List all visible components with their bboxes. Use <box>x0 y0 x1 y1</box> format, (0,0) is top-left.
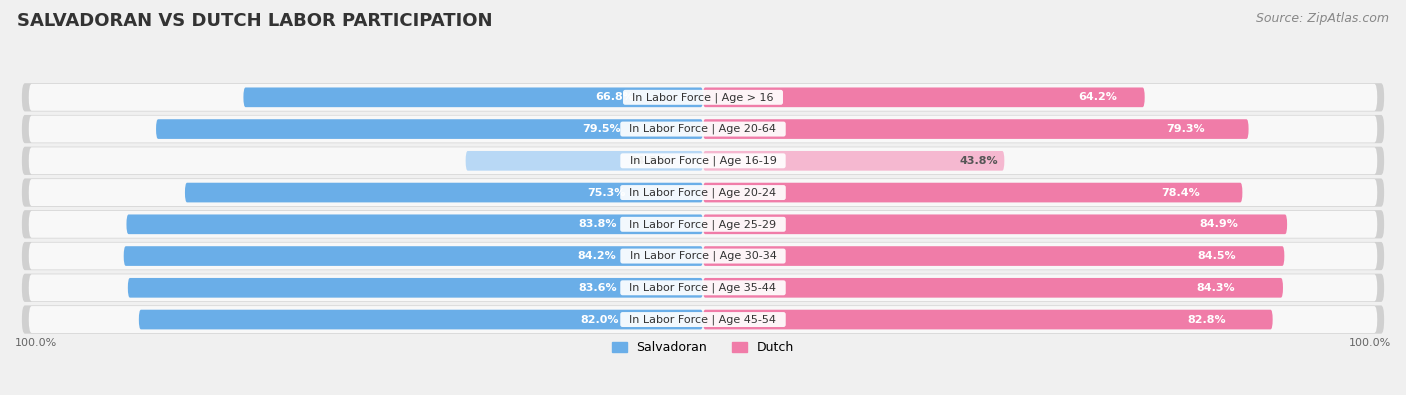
FancyBboxPatch shape <box>156 119 703 139</box>
FancyBboxPatch shape <box>28 179 1378 206</box>
FancyBboxPatch shape <box>703 87 1144 107</box>
Text: 64.2%: 64.2% <box>1078 92 1118 102</box>
FancyBboxPatch shape <box>703 246 1284 266</box>
FancyBboxPatch shape <box>22 305 1384 334</box>
Text: In Labor Force | Age 45-54: In Labor Force | Age 45-54 <box>623 314 783 325</box>
Text: SALVADORAN VS DUTCH LABOR PARTICIPATION: SALVADORAN VS DUTCH LABOR PARTICIPATION <box>17 12 492 30</box>
FancyBboxPatch shape <box>22 242 1384 270</box>
FancyBboxPatch shape <box>22 115 1384 143</box>
FancyBboxPatch shape <box>127 214 703 234</box>
Text: 75.3%: 75.3% <box>586 188 626 198</box>
Text: 66.8%: 66.8% <box>595 92 634 102</box>
Text: 78.4%: 78.4% <box>1161 188 1201 198</box>
Text: 82.0%: 82.0% <box>579 314 619 325</box>
Text: In Labor Force | Age 20-64: In Labor Force | Age 20-64 <box>623 124 783 134</box>
Text: 79.3%: 79.3% <box>1167 124 1205 134</box>
Legend: Salvadoran, Dutch: Salvadoran, Dutch <box>606 337 800 359</box>
FancyBboxPatch shape <box>28 147 1378 174</box>
FancyBboxPatch shape <box>703 151 1004 171</box>
Text: Source: ZipAtlas.com: Source: ZipAtlas.com <box>1256 12 1389 25</box>
FancyBboxPatch shape <box>28 116 1378 143</box>
Text: 100.0%: 100.0% <box>1348 339 1391 348</box>
Text: 84.9%: 84.9% <box>1199 219 1239 229</box>
FancyBboxPatch shape <box>22 179 1384 207</box>
Text: 84.5%: 84.5% <box>1197 251 1236 261</box>
Text: In Labor Force | Age > 16: In Labor Force | Age > 16 <box>626 92 780 103</box>
FancyBboxPatch shape <box>703 183 1243 202</box>
FancyBboxPatch shape <box>22 83 1384 111</box>
FancyBboxPatch shape <box>28 211 1378 238</box>
FancyBboxPatch shape <box>22 147 1384 175</box>
Text: 79.5%: 79.5% <box>582 124 621 134</box>
Text: 34.5%: 34.5% <box>628 156 668 166</box>
Text: 43.8%: 43.8% <box>959 156 998 166</box>
FancyBboxPatch shape <box>128 278 703 298</box>
FancyBboxPatch shape <box>124 246 703 266</box>
FancyBboxPatch shape <box>22 210 1384 239</box>
Text: 82.8%: 82.8% <box>1187 314 1226 325</box>
FancyBboxPatch shape <box>465 151 703 171</box>
FancyBboxPatch shape <box>703 310 1272 329</box>
FancyBboxPatch shape <box>28 243 1378 269</box>
Text: In Labor Force | Age 30-34: In Labor Force | Age 30-34 <box>623 251 783 261</box>
Text: In Labor Force | Age 16-19: In Labor Force | Age 16-19 <box>623 156 783 166</box>
Text: 83.8%: 83.8% <box>578 219 616 229</box>
FancyBboxPatch shape <box>186 183 703 202</box>
Text: 100.0%: 100.0% <box>15 339 58 348</box>
Text: In Labor Force | Age 20-24: In Labor Force | Age 20-24 <box>623 187 783 198</box>
FancyBboxPatch shape <box>703 214 1286 234</box>
FancyBboxPatch shape <box>28 306 1378 333</box>
FancyBboxPatch shape <box>22 274 1384 302</box>
FancyBboxPatch shape <box>139 310 703 329</box>
FancyBboxPatch shape <box>703 278 1284 298</box>
FancyBboxPatch shape <box>28 274 1378 301</box>
FancyBboxPatch shape <box>28 84 1378 111</box>
FancyBboxPatch shape <box>243 87 703 107</box>
Text: In Labor Force | Age 25-29: In Labor Force | Age 25-29 <box>623 219 783 229</box>
FancyBboxPatch shape <box>703 119 1249 139</box>
Text: 84.3%: 84.3% <box>1197 283 1234 293</box>
Text: 84.2%: 84.2% <box>578 251 616 261</box>
Text: 83.6%: 83.6% <box>578 283 617 293</box>
Text: In Labor Force | Age 35-44: In Labor Force | Age 35-44 <box>623 282 783 293</box>
